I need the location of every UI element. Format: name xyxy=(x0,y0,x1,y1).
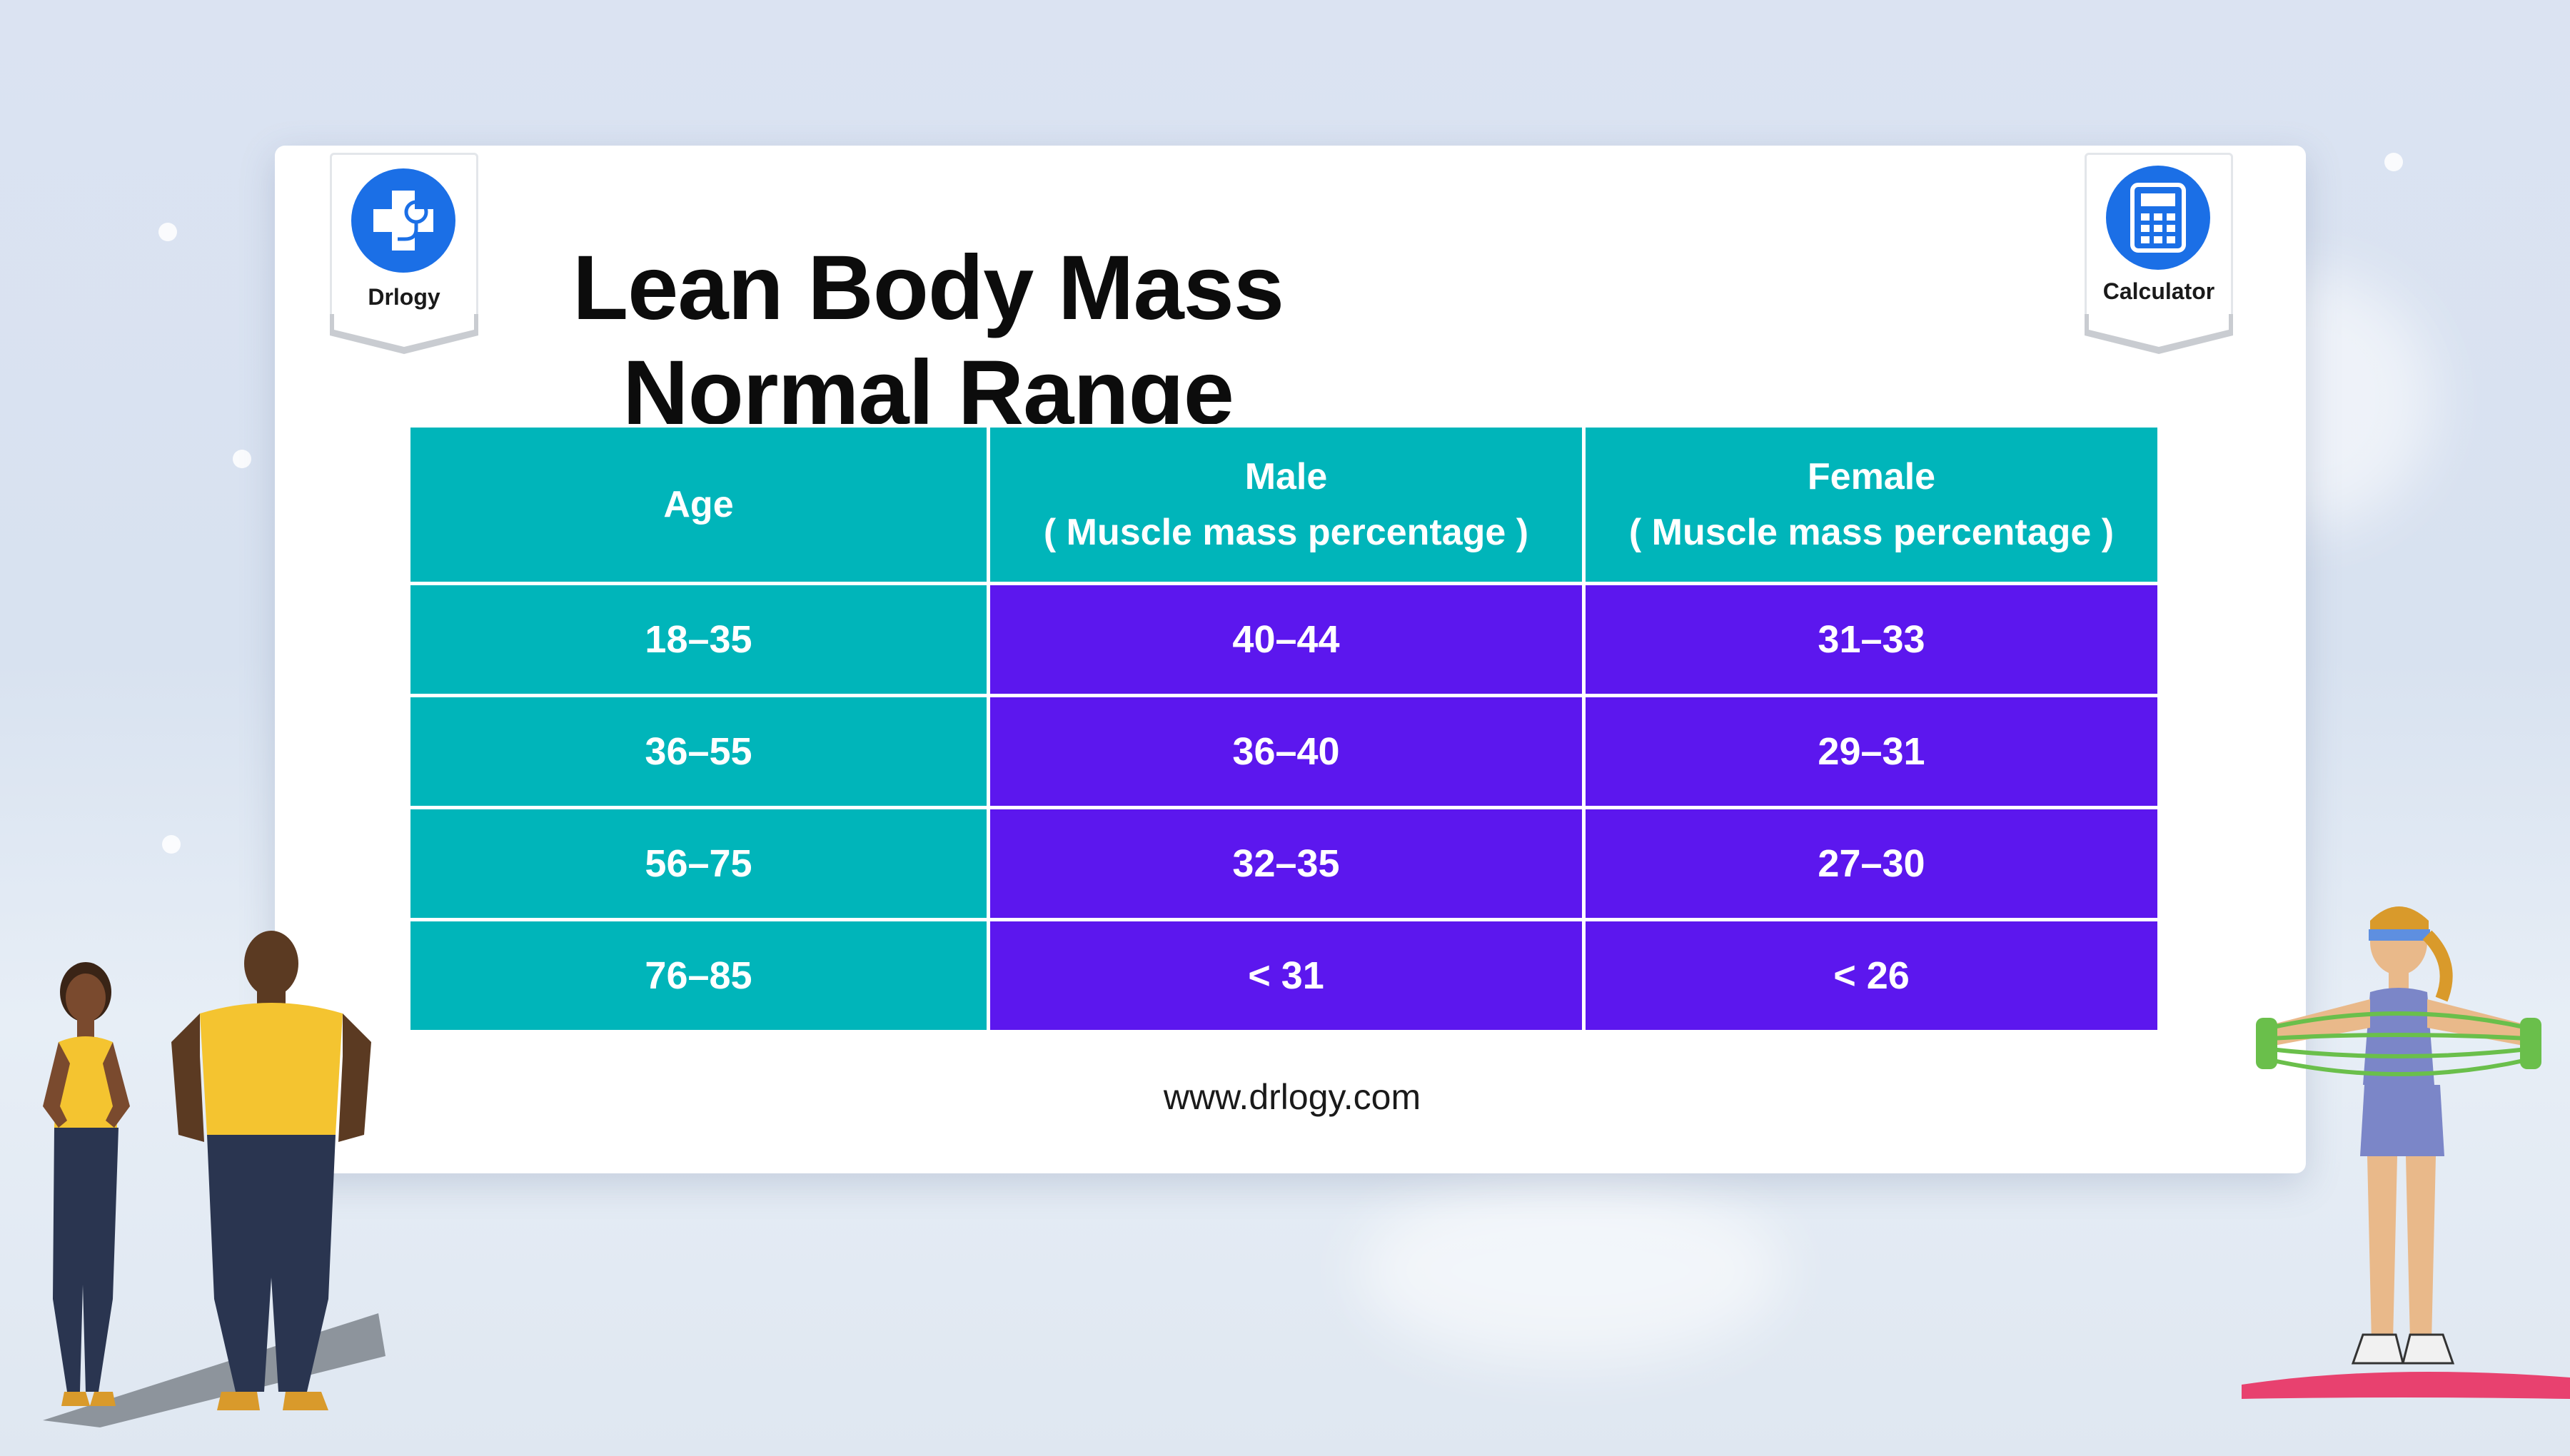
bokeh-dot xyxy=(233,450,251,468)
woman-exercising-illustration xyxy=(2242,906,2570,1399)
table-row: 18–35 40–44 31–33 xyxy=(407,582,2161,697)
table-header-row: Age Male ( Muscle mass percentage ) Fema… xyxy=(407,424,2161,585)
badge-ribbon xyxy=(2085,314,2233,354)
header-male: Male ( Muscle mass percentage ) xyxy=(987,424,1586,585)
female-cell: < 26 xyxy=(1582,918,2161,1033)
male-cell: 32–35 xyxy=(987,806,1586,921)
header-male-sublabel: ( Muscle mass percentage ) xyxy=(1043,512,1529,553)
bokeh-dot xyxy=(2384,153,2403,171)
age-cell: 56–75 xyxy=(407,806,990,921)
age-cell: 18–35 xyxy=(407,582,990,697)
drlogy-label: Drlogy xyxy=(368,284,440,310)
lean-body-mass-table: Age Male ( Muscle mass percentage ) Fema… xyxy=(407,424,2161,1033)
badge-ribbon xyxy=(330,314,478,354)
header-female-sublabel: ( Muscle mass percentage ) xyxy=(1628,512,2115,553)
female-cell: 31–33 xyxy=(1582,582,2161,697)
drlogy-badge: Drlogy xyxy=(330,153,478,354)
header-female: Female ( Muscle mass percentage ) xyxy=(1582,424,2161,585)
header-age: Age xyxy=(407,424,990,585)
bokeh-dot xyxy=(158,223,177,241)
stethoscope-cross-icon xyxy=(351,168,455,273)
female-cell: 29–31 xyxy=(1582,694,2161,809)
page-title: Lean Body Mass Normal Range xyxy=(572,237,1284,444)
table-row: 56–75 32–35 27–30 xyxy=(407,806,2161,921)
calculator-label: Calculator xyxy=(2102,278,2215,304)
table-row: 76–85 < 31 < 26 xyxy=(407,918,2161,1033)
table-row: 36–55 36–40 29–31 xyxy=(407,694,2161,809)
header-age-label: Age xyxy=(663,484,734,525)
age-cell: 76–85 xyxy=(407,918,990,1033)
male-cell: 36–40 xyxy=(987,694,1586,809)
website-link[interactable]: www.drlogy.com xyxy=(1163,1077,1421,1117)
calculator-badge: Calculator xyxy=(2085,153,2233,354)
header-female-label: Female xyxy=(1807,456,1936,497)
calculator-icon xyxy=(2106,166,2210,270)
fitness-couple-illustration xyxy=(43,931,386,1427)
male-cell: 40–44 xyxy=(987,582,1586,697)
age-cell: 36–55 xyxy=(407,694,990,809)
bokeh-dot xyxy=(162,835,181,854)
male-cell: < 31 xyxy=(987,918,1586,1033)
female-cell: 27–30 xyxy=(1582,806,2161,921)
header-male-label: Male xyxy=(1244,456,1328,497)
background-glow xyxy=(1356,1178,1785,1363)
